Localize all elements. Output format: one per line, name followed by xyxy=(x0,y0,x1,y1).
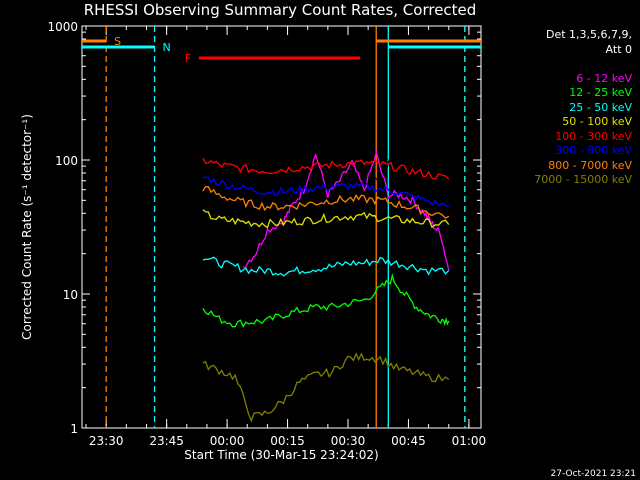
legend-item: 800 - 7000 keV xyxy=(548,158,632,172)
y-axis-label: Corrected Count Rate (s⁻¹ detector⁻¹) xyxy=(20,114,34,340)
series-line-0 xyxy=(202,150,454,308)
x-tick-label: 00:00 xyxy=(210,434,245,448)
y-tick-label: 1 xyxy=(70,422,78,436)
x-tick-label: 00:45 xyxy=(391,434,426,448)
interval-label-s: S xyxy=(114,35,121,48)
plot-frame xyxy=(81,25,482,429)
series-line-2 xyxy=(202,273,450,329)
legend-item: 7000 - 15000 keV xyxy=(534,173,632,186)
series-line-5 xyxy=(202,157,450,180)
generation-date: 27-Oct-2021 23:21 xyxy=(550,469,636,479)
interval-label-f: F xyxy=(185,52,191,65)
series-line-8 xyxy=(202,352,450,423)
y-tick-label: 100 xyxy=(55,154,78,168)
legend-item: 12 - 25 keV xyxy=(569,86,632,99)
legend-item: 50 - 100 keV xyxy=(562,115,632,128)
series-line-6 xyxy=(202,176,450,208)
legend-item: 3 - 6 keV xyxy=(583,57,632,70)
x-tick-label: 23:30 xyxy=(89,434,124,448)
legend-item: 300 - 800 keV xyxy=(555,144,632,157)
x-tick-label: 00:30 xyxy=(331,434,366,448)
interval-label-n: N xyxy=(163,41,171,54)
x-tick-label: 00:15 xyxy=(270,434,305,448)
x-axis-label: Start Time (30-Mar-15 23:24:02) xyxy=(184,448,378,462)
chart-title: RHESSI Observing Summary Count Rates, Co… xyxy=(83,1,477,19)
x-tick-label: 23:45 xyxy=(149,434,184,448)
legend-header-line1: Det 1,3,5,6,7,9, xyxy=(545,28,632,41)
series-line-4 xyxy=(202,209,450,229)
x-tick-label: 01:00 xyxy=(452,434,487,448)
legend-item: 100 - 300 keV xyxy=(555,129,632,143)
series-line-7 xyxy=(202,186,450,219)
series-line-3 xyxy=(202,256,450,277)
legend-item: 25 - 50 keV xyxy=(569,100,632,114)
legend: Det 1,3,5,6,7,9, Att 0 3 - 6 keV 6 - 12 … xyxy=(486,28,632,188)
y-tick-label: 10 xyxy=(63,288,78,302)
legend-header-line2: Att 0 xyxy=(605,42,632,56)
y-tick-label: 1000 xyxy=(47,20,78,34)
legend-item: 6 - 12 keV xyxy=(576,71,632,85)
